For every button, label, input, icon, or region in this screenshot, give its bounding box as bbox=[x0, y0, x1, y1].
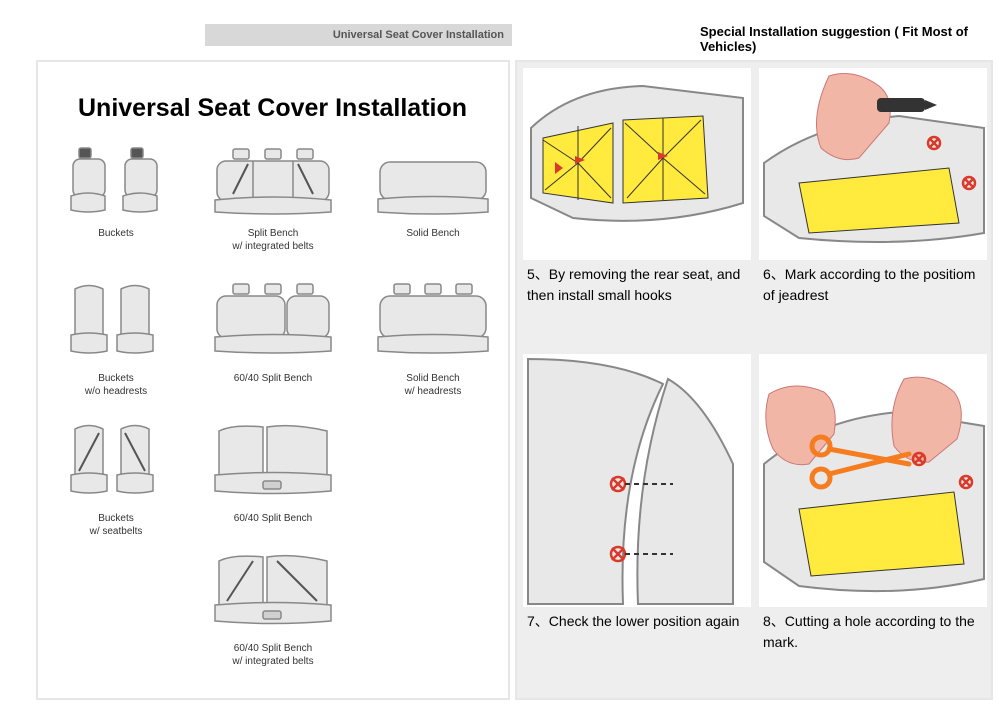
seat-label: Split Benchw/ integrated belts bbox=[232, 228, 313, 253]
seat-6040-split: 60/40 Split Bench bbox=[203, 279, 343, 386]
seat-label: 60/40 Split Benchw/ integrated belts bbox=[232, 643, 313, 668]
seat-label: Bucketsw/o headrests bbox=[85, 373, 147, 398]
header-bar: Universal Seat Cover Installation bbox=[205, 24, 512, 46]
seat-solid-bench-headrests: Solid Benchw/ headrests bbox=[368, 279, 498, 398]
main-title: Universal Seat Cover Installation bbox=[78, 94, 467, 123]
step6-image bbox=[759, 68, 987, 260]
step-desc: By removing the rear seat, and then inst… bbox=[527, 266, 740, 303]
seat-icon bbox=[61, 419, 171, 509]
step7-image bbox=[523, 354, 751, 607]
seat-label: Solid Bench bbox=[406, 228, 459, 241]
seat-icon bbox=[203, 549, 343, 639]
step6-text: 6、Mark according to the positiom of jead… bbox=[759, 264, 987, 306]
seat-icon bbox=[203, 279, 343, 369]
seat-6040-split-belts: 60/40 Split Benchw/ integrated belts bbox=[203, 549, 343, 668]
seat-icon bbox=[203, 144, 343, 224]
seat-split-bench-belts: Split Benchw/ integrated belts bbox=[203, 144, 343, 253]
seat-6040-split-2: 60/40 Split Bench bbox=[203, 419, 343, 526]
step-desc: Mark according to the positiom of jeadre… bbox=[763, 266, 975, 303]
left-panel: Universal Seat Cover Installation Bucket… bbox=[36, 60, 510, 700]
seat-icon bbox=[368, 279, 498, 369]
step8-text: 8、Cutting a hole according to the mark. bbox=[759, 611, 987, 653]
seat-buckets: Buckets bbox=[56, 144, 176, 241]
seat-icon bbox=[203, 419, 343, 509]
seat-label: 60/40 Split Bench bbox=[234, 373, 312, 386]
seat-icon bbox=[368, 154, 498, 224]
step-desc: Check the lower position again bbox=[549, 613, 740, 629]
step-num: 7、 bbox=[527, 613, 549, 629]
seat-buckets-seatbelts: Bucketsw/ seatbelts bbox=[56, 419, 176, 538]
right-panel: 5、By removing the rear seat, and then in… bbox=[515, 60, 993, 700]
step8-image bbox=[759, 354, 987, 607]
seat-label: Bucketsw/ seatbelts bbox=[90, 513, 143, 538]
seat-label: Buckets bbox=[98, 228, 134, 241]
step-num: 6、 bbox=[763, 266, 785, 282]
step7-text: 7、Check the lower position again bbox=[523, 611, 751, 632]
seat-label: Solid Benchw/ headrests bbox=[405, 373, 462, 398]
seat-buckets-no-headrest: Bucketsw/o headrests bbox=[56, 279, 176, 398]
step-desc: Cutting a hole according to the mark. bbox=[763, 613, 975, 650]
step5-image bbox=[523, 68, 751, 260]
seat-solid-bench: Solid Bench bbox=[368, 154, 498, 241]
step5-text: 5、By removing the rear seat, and then in… bbox=[523, 264, 751, 306]
seat-label: 60/40 Split Bench bbox=[234, 513, 312, 526]
special-header: Special Installation suggestion ( Fit Mo… bbox=[700, 24, 1000, 54]
seat-icon bbox=[61, 279, 171, 369]
step-num: 5、 bbox=[527, 266, 549, 282]
seat-icon bbox=[61, 144, 171, 224]
step-num: 8、 bbox=[763, 613, 785, 629]
